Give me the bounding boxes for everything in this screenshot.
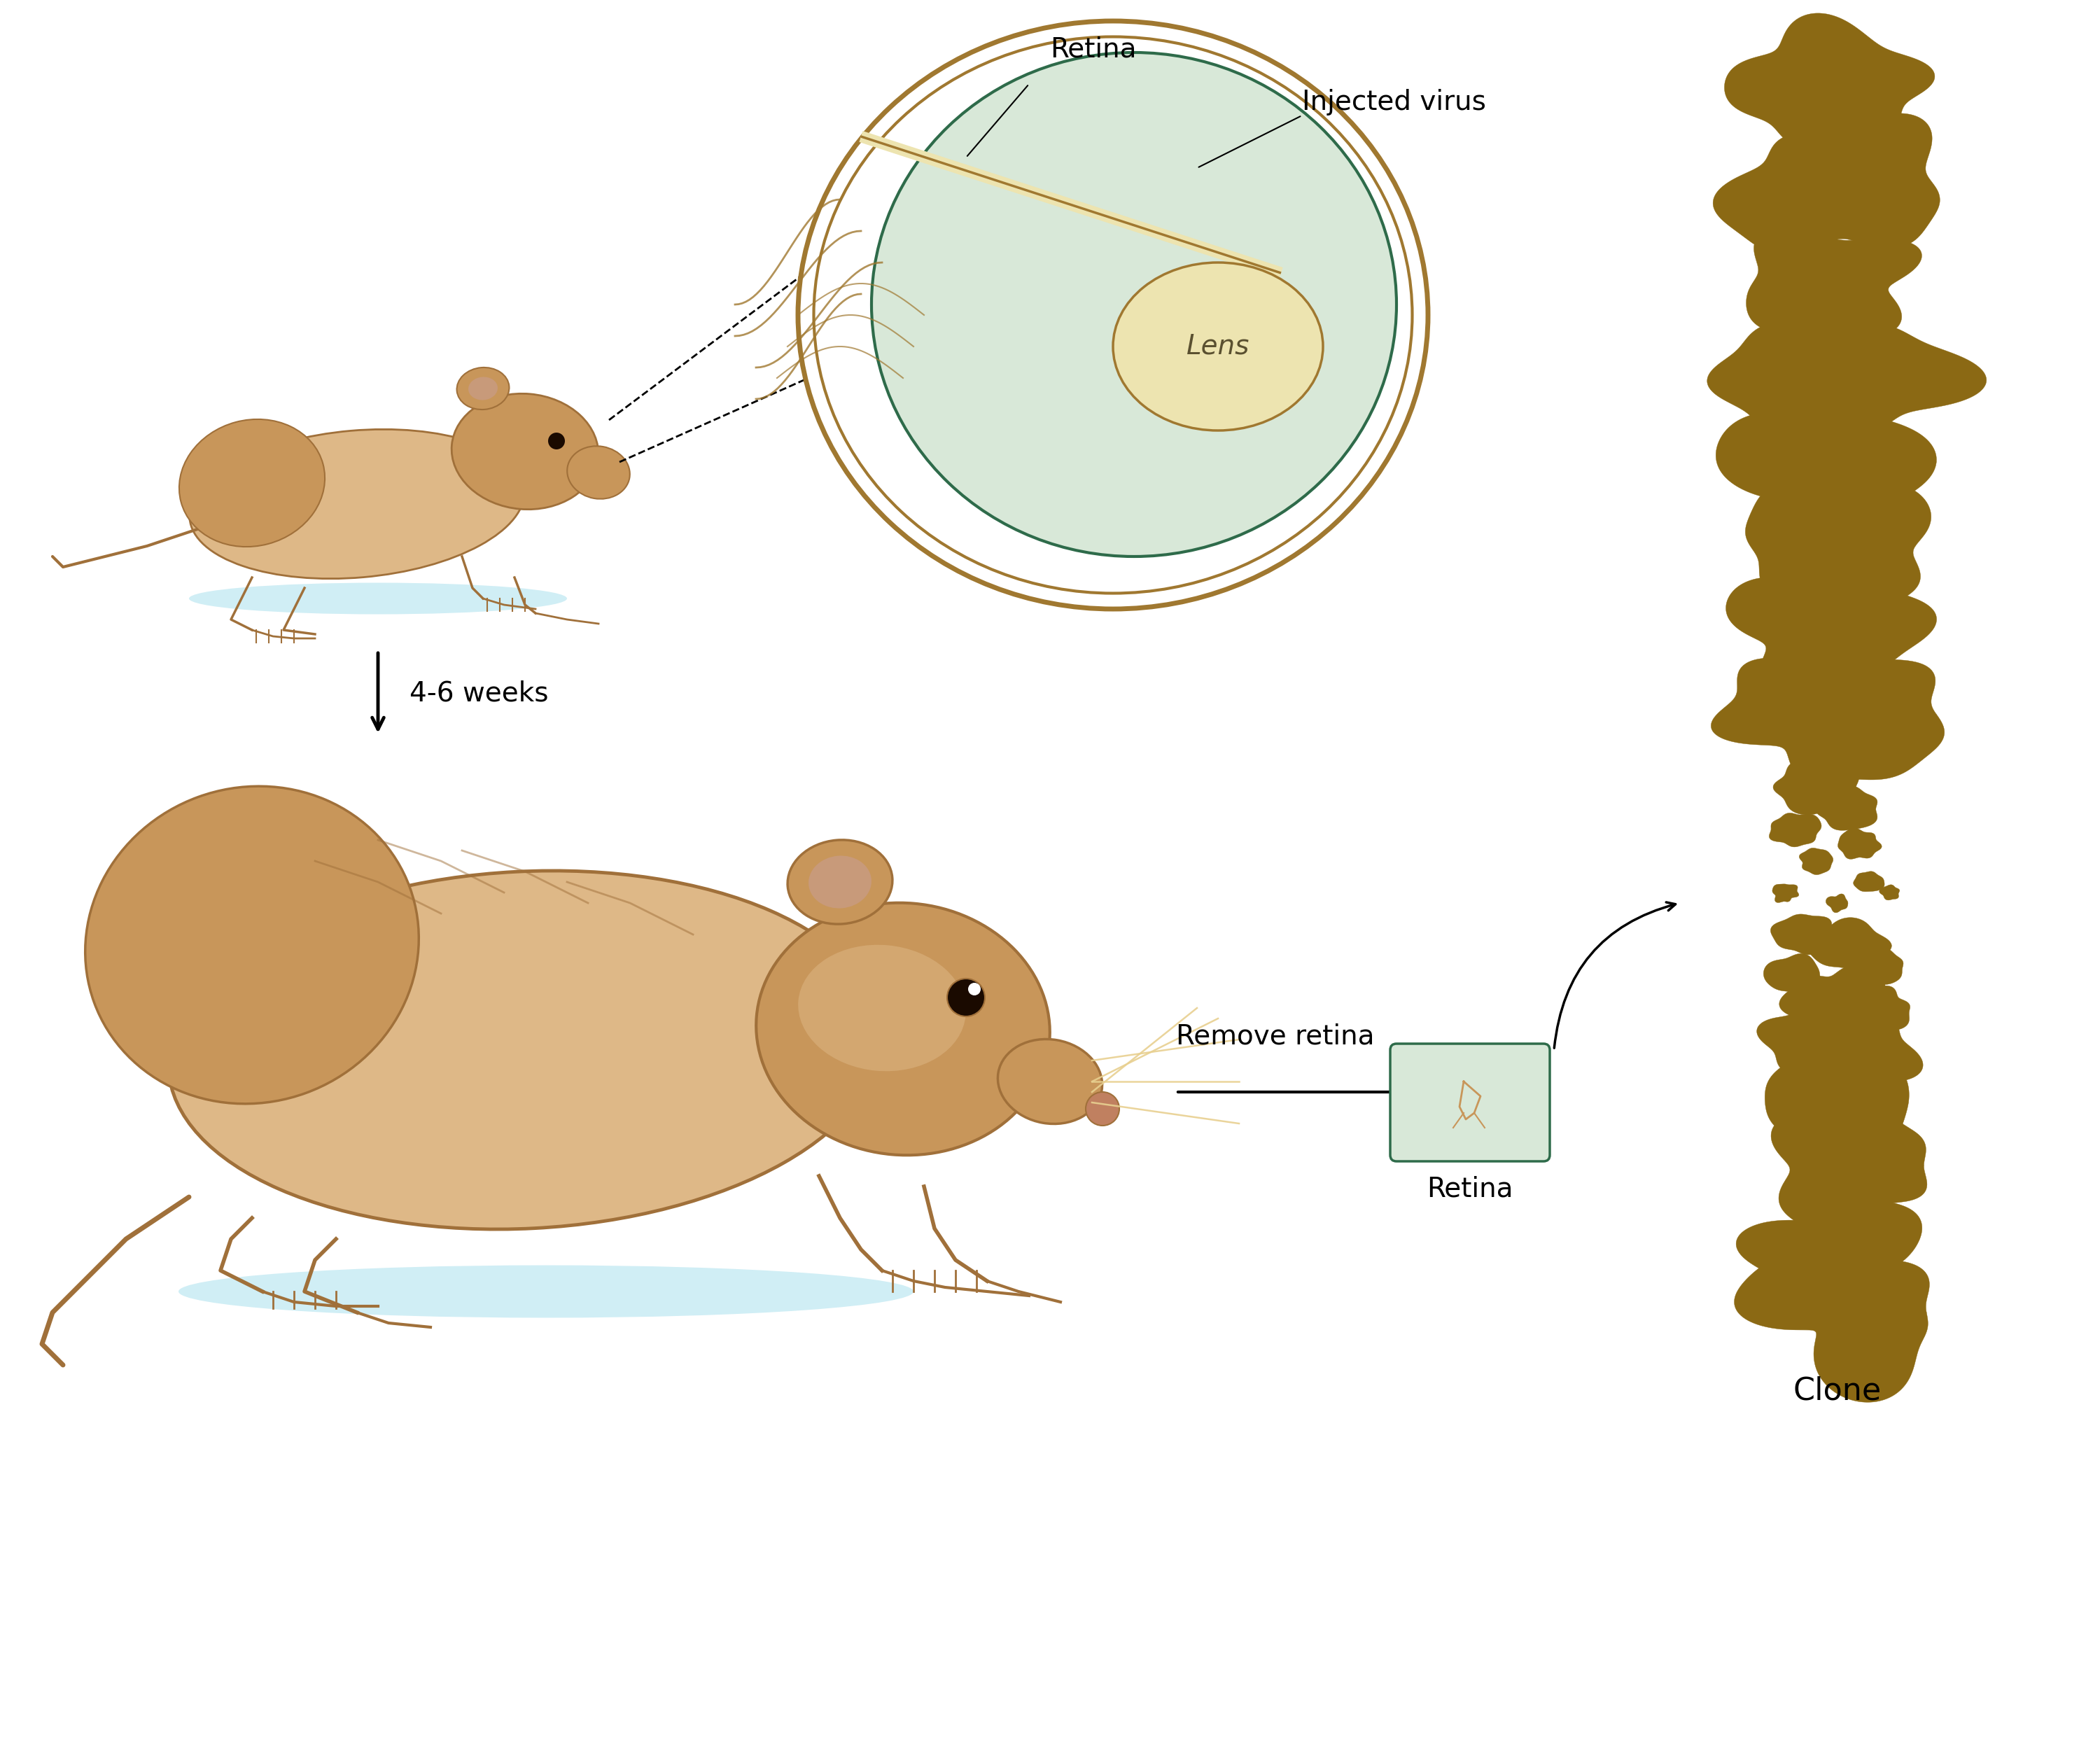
Polygon shape xyxy=(1844,987,1911,1030)
Text: Lens: Lens xyxy=(1186,333,1249,359)
Polygon shape xyxy=(1735,1250,1930,1403)
Ellipse shape xyxy=(178,420,326,547)
Polygon shape xyxy=(1737,1178,1921,1285)
Ellipse shape xyxy=(399,1081,651,1187)
Polygon shape xyxy=(1712,650,1945,781)
Polygon shape xyxy=(1854,872,1884,892)
Ellipse shape xyxy=(458,368,508,410)
Polygon shape xyxy=(1772,760,1858,814)
Ellipse shape xyxy=(468,376,498,401)
Polygon shape xyxy=(1745,479,1932,624)
Ellipse shape xyxy=(808,856,872,908)
Polygon shape xyxy=(1779,964,1886,1027)
Polygon shape xyxy=(1764,1049,1909,1157)
Ellipse shape xyxy=(252,483,462,568)
Polygon shape xyxy=(1770,913,1842,955)
Polygon shape xyxy=(1770,1100,1928,1239)
Circle shape xyxy=(1086,1093,1119,1126)
Ellipse shape xyxy=(788,840,892,924)
Polygon shape xyxy=(1714,113,1940,254)
Polygon shape xyxy=(1879,885,1900,899)
Polygon shape xyxy=(1707,321,1987,439)
Polygon shape xyxy=(1726,575,1936,699)
Circle shape xyxy=(947,978,985,1016)
Polygon shape xyxy=(1716,411,1936,521)
Polygon shape xyxy=(1837,828,1882,859)
Ellipse shape xyxy=(189,582,567,614)
Polygon shape xyxy=(1825,894,1848,913)
FancyBboxPatch shape xyxy=(1390,1044,1550,1161)
Text: Clone: Clone xyxy=(1793,1375,1882,1405)
Text: Retina: Retina xyxy=(1050,37,1136,63)
Text: Injected virus: Injected virus xyxy=(1302,89,1487,115)
Ellipse shape xyxy=(168,872,882,1229)
Polygon shape xyxy=(1800,849,1833,875)
Ellipse shape xyxy=(756,903,1050,1156)
Ellipse shape xyxy=(1113,263,1323,431)
Ellipse shape xyxy=(815,37,1411,593)
Ellipse shape xyxy=(798,945,966,1072)
Polygon shape xyxy=(1758,999,1867,1082)
Ellipse shape xyxy=(872,52,1396,556)
Circle shape xyxy=(968,983,981,995)
Ellipse shape xyxy=(86,786,418,1103)
Circle shape xyxy=(548,432,565,450)
Ellipse shape xyxy=(451,394,598,509)
Ellipse shape xyxy=(662,924,850,1093)
Ellipse shape xyxy=(567,446,630,498)
Text: Remove retina: Remove retina xyxy=(1176,1023,1373,1049)
Polygon shape xyxy=(1816,786,1877,830)
Ellipse shape xyxy=(189,429,525,579)
Polygon shape xyxy=(1852,948,1903,985)
Text: 4-6 weeks: 4-6 weeks xyxy=(410,680,548,706)
Ellipse shape xyxy=(997,1039,1102,1124)
Polygon shape xyxy=(1768,812,1821,847)
Polygon shape xyxy=(1724,14,1934,148)
Polygon shape xyxy=(1791,1006,1924,1082)
Polygon shape xyxy=(1806,917,1892,971)
Text: Retina: Retina xyxy=(1426,1177,1514,1203)
Polygon shape xyxy=(1764,953,1823,1000)
Polygon shape xyxy=(1747,227,1921,336)
Ellipse shape xyxy=(315,1028,693,1197)
Ellipse shape xyxy=(178,1265,913,1318)
Ellipse shape xyxy=(798,21,1428,608)
Polygon shape xyxy=(1772,884,1800,903)
